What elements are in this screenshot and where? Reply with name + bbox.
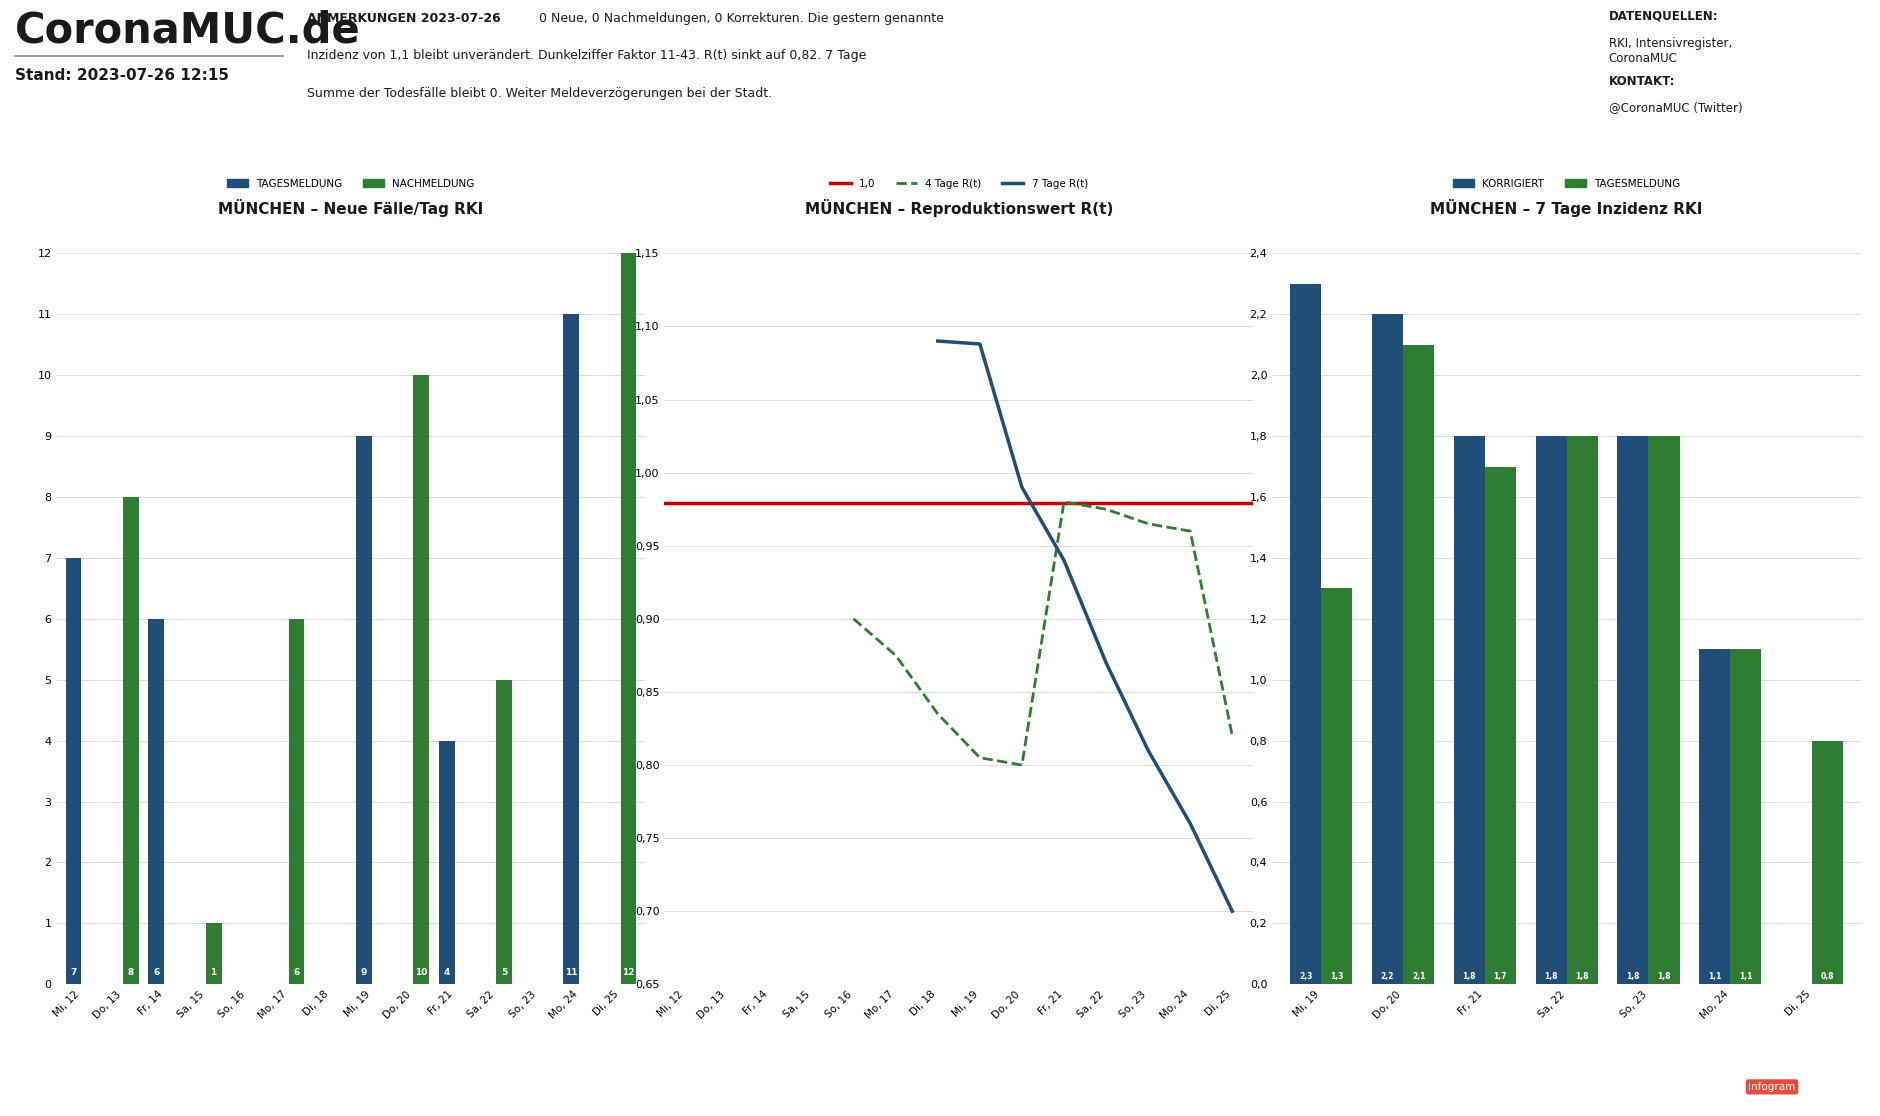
Text: 6: 6: [154, 968, 160, 976]
Bar: [1700, 650, 1730, 984]
Bar: [149, 618, 164, 984]
Bar: [1485, 466, 1515, 984]
Text: Stand: 2023-07-26 12:15: Stand: 2023-07-26 12:15: [15, 68, 229, 83]
Text: +0: +0: [126, 162, 186, 200]
Text: 1,1: 1,1: [1709, 972, 1722, 981]
Text: infogram: infogram: [1748, 1081, 1795, 1091]
Text: 6: 6: [293, 968, 299, 976]
Text: 9: 9: [361, 968, 367, 976]
Bar: [620, 253, 635, 984]
Text: BESTÄTIGTE FÄLLE: BESTÄTIGTE FÄLLE: [103, 127, 211, 137]
Text: 8: 8: [128, 968, 133, 976]
Text: +/-0: +/-0: [820, 162, 889, 191]
Text: Täglich: Täglich: [1391, 220, 1429, 230]
Text: Di–Sa.*: Di–Sa.*: [1705, 209, 1743, 219]
Bar: [564, 315, 579, 984]
Text: +0: +0: [440, 162, 500, 200]
Text: @CoronaMUC (Twitter): @CoronaMUC (Twitter): [1609, 100, 1743, 114]
Text: 1,8: 1,8: [1575, 972, 1589, 981]
Text: 12: 12: [622, 968, 635, 976]
Bar: [1730, 650, 1762, 984]
Text: 11: 11: [566, 968, 577, 976]
Text: 0,82 ▼: 0,82 ▼: [1340, 162, 1480, 200]
Text: 2,1: 2,1: [1412, 972, 1425, 981]
Text: TODESFÄLLE: TODESFÄLLE: [432, 127, 508, 137]
Bar: [122, 497, 139, 984]
Text: 1,8: 1,8: [1658, 972, 1671, 981]
Text: 1,3: 1,3: [1329, 972, 1344, 981]
Bar: [290, 618, 305, 984]
Bar: [1649, 436, 1679, 984]
Text: 0,8: 0,8: [1688, 162, 1758, 200]
Bar: [496, 680, 511, 984]
Text: INTENSIVBETTENBELEGUNG: INTENSIVBETTENBELEGUNG: [701, 127, 865, 137]
Bar: [1372, 315, 1402, 984]
Text: 3: 3: [699, 162, 726, 200]
Text: Summe der Todesfälle bleibt 0. Weiter Meldeverzögerungen bei der Stadt.: Summe der Todesfälle bleibt 0. Weiter Me…: [306, 87, 773, 99]
Text: MÜNCHEN: MÜNCHEN: [686, 210, 737, 220]
Text: RKI, Intensivregister,
CoronaMUC: RKI, Intensivregister, CoronaMUC: [1609, 38, 1731, 66]
Text: ↑ Share: ↑ Share: [24, 1081, 64, 1091]
Bar: [66, 558, 81, 984]
Bar: [1536, 436, 1566, 984]
Text: Täglich: Täglich: [1079, 220, 1115, 230]
Text: 1,7: 1,7: [1493, 972, 1508, 981]
Bar: [1566, 436, 1598, 984]
Title: MÜNCHEN – Neue Fälle/Tag RKI: MÜNCHEN – Neue Fälle/Tag RKI: [218, 200, 483, 218]
Bar: [1290, 283, 1322, 984]
Title: MÜNCHEN – 7 Tage Inzidenz RKI: MÜNCHEN – 7 Tage Inzidenz RKI: [1431, 200, 1703, 218]
Text: Made with: Made with: [1621, 1081, 1671, 1091]
Bar: [1322, 588, 1352, 984]
Text: REPRODUKTIONSWERT: REPRODUKTIONSWERT: [1342, 127, 1478, 137]
Text: DUNKELZIFFER FAKTOR: DUNKELZIFFER FAKTOR: [1028, 127, 1166, 137]
Text: 7: 7: [70, 968, 77, 976]
Text: CoronaMUC.de: CoronaMUC.de: [15, 9, 361, 51]
Bar: [1617, 436, 1649, 984]
Text: Quelle: CoronaMUC: Quelle: CoronaMUC: [1359, 209, 1461, 219]
Text: 2,3: 2,3: [1299, 972, 1312, 981]
Bar: [1402, 345, 1434, 984]
Text: Di–Sa.*: Di–Sa.*: [137, 220, 175, 230]
Text: 1,8: 1,8: [1626, 972, 1639, 981]
Text: 1,1: 1,1: [1739, 972, 1752, 981]
Text: VERÄNDERUNG: VERÄNDERUNG: [816, 210, 893, 220]
Text: 1,8: 1,8: [1463, 972, 1476, 981]
Text: * RKI Zahlen zu Inzidenz, Fallzahlen, Nachmeldungen und Todesfällen: Dienstag bi: * RKI Zahlen zu Inzidenz, Fallzahlen, Na…: [461, 1033, 1419, 1049]
Text: DATENQUELLEN:: DATENQUELLEN:: [1609, 9, 1718, 22]
Text: IFR/KH basiert: IFR/KH basiert: [1060, 209, 1134, 219]
Bar: [355, 436, 372, 984]
Text: 2,2: 2,2: [1380, 972, 1395, 981]
Text: 1: 1: [211, 968, 216, 976]
Text: INZIDENZ RKI: INZIDENZ RKI: [1683, 127, 1763, 137]
Bar: [414, 375, 429, 984]
Bar: [205, 923, 222, 984]
Text: 0,8: 0,8: [1822, 972, 1835, 981]
Text: KONTAKT:: KONTAKT:: [1609, 75, 1675, 88]
Text: Inzidenz von 1,1 bleibt unverändert. Dunkelziffer Faktor 11-43. R(t) sinkt auf 0: Inzidenz von 1,1 bleibt unverändert. Dun…: [306, 49, 867, 62]
Legend: TAGESMELDUNG, NACHMELDUNG: TAGESMELDUNG, NACHMELDUNG: [224, 174, 479, 193]
Bar: [1453, 436, 1485, 984]
Bar: [1812, 741, 1842, 984]
Text: ANMERKUNGEN 2023-07-26: ANMERKUNGEN 2023-07-26: [306, 12, 500, 25]
Title: MÜNCHEN – Reproduktionswert R(t): MÜNCHEN – Reproduktionswert R(t): [805, 200, 1113, 218]
Text: Täglich: Täglich: [767, 220, 801, 230]
Text: 1,8: 1,8: [1543, 972, 1559, 981]
Text: Gesamt: 2.648: Gesamt: 2.648: [431, 209, 509, 219]
Bar: [438, 741, 455, 984]
Text: 5: 5: [500, 968, 508, 976]
Text: 10: 10: [415, 968, 427, 976]
Text: 11–43: 11–43: [1032, 162, 1160, 200]
Legend: 1,0, 4 Tage R(t), 7 Tage R(t): 1,0, 4 Tage R(t), 7 Tage R(t): [825, 174, 1092, 193]
Text: 0 Neue, 0 Nachmeldungen, 0 Korrekturen. Die gestern genannte: 0 Neue, 0 Nachmeldungen, 0 Korrekturen. …: [536, 12, 944, 25]
Legend: KORRIGIERT, TAGESMELDUNG: KORRIGIERT, TAGESMELDUNG: [1449, 174, 1684, 193]
Text: Gesamt: 721.770: Gesamt: 721.770: [111, 209, 201, 219]
Text: Di–Sa.*: Di–Sa.*: [451, 220, 489, 230]
Text: 4: 4: [444, 968, 449, 976]
